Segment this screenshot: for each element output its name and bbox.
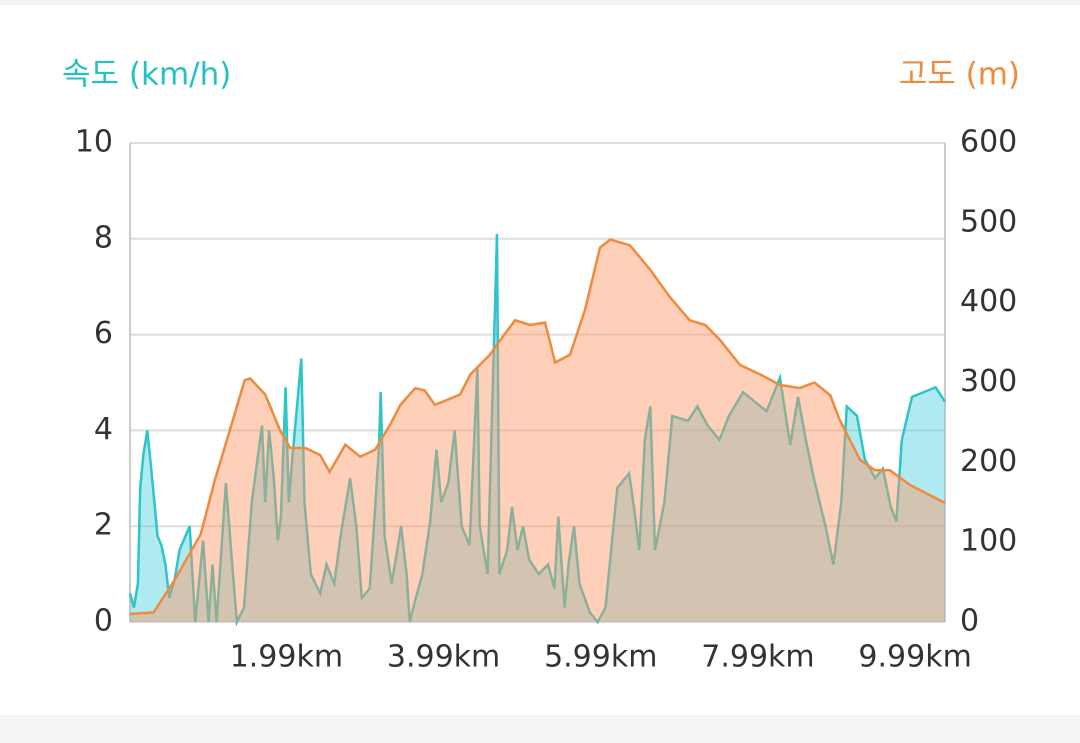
y2-tick-label: 600 [960, 125, 1017, 160]
y2-axis-title: 고도 (m) [899, 57, 1020, 93]
y-tick-label: 0 [94, 604, 113, 639]
x-tick-label: 7.99km [701, 640, 814, 675]
y2-tick-label: 400 [960, 284, 1017, 319]
area-fill [130, 239, 945, 622]
top-strip [0, 0, 1080, 5]
y2-tick-label: 300 [960, 364, 1017, 399]
y-tick-label: 6 [94, 316, 113, 351]
y2-tick-label: 200 [960, 444, 1017, 479]
y-tick-label: 2 [94, 508, 113, 543]
x-tick-label: 1.99km [230, 640, 343, 675]
bottom-strip [0, 715, 1080, 743]
area-fill [130, 234, 945, 622]
y2-tick-label: 500 [960, 204, 1017, 239]
x-tick-label: 3.99km [387, 640, 500, 675]
y-tick-label: 4 [94, 412, 113, 447]
x-tick-label: 5.99km [544, 640, 657, 675]
y2-tick-label: 100 [960, 524, 1017, 559]
series-line [129, 238, 946, 616]
y2-tick-label: 0 [960, 604, 979, 639]
series-line [128, 233, 947, 627]
y-axis-title: 속도 (km/h) [62, 57, 231, 93]
y-tick-label: 8 [94, 220, 113, 255]
x-tick-label: 9.99km [858, 640, 971, 675]
y-tick-label: 10 [75, 125, 113, 160]
